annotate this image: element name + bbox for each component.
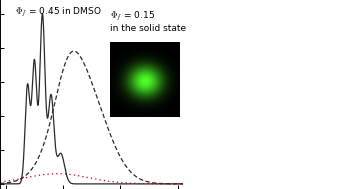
Text: $\Phi_f$ = 0.45 in DMSO: $\Phi_f$ = 0.45 in DMSO <box>15 6 101 19</box>
Text: $\Phi_f$ = 0.15
in the solid state: $\Phi_f$ = 0.15 in the solid state <box>110 9 186 33</box>
